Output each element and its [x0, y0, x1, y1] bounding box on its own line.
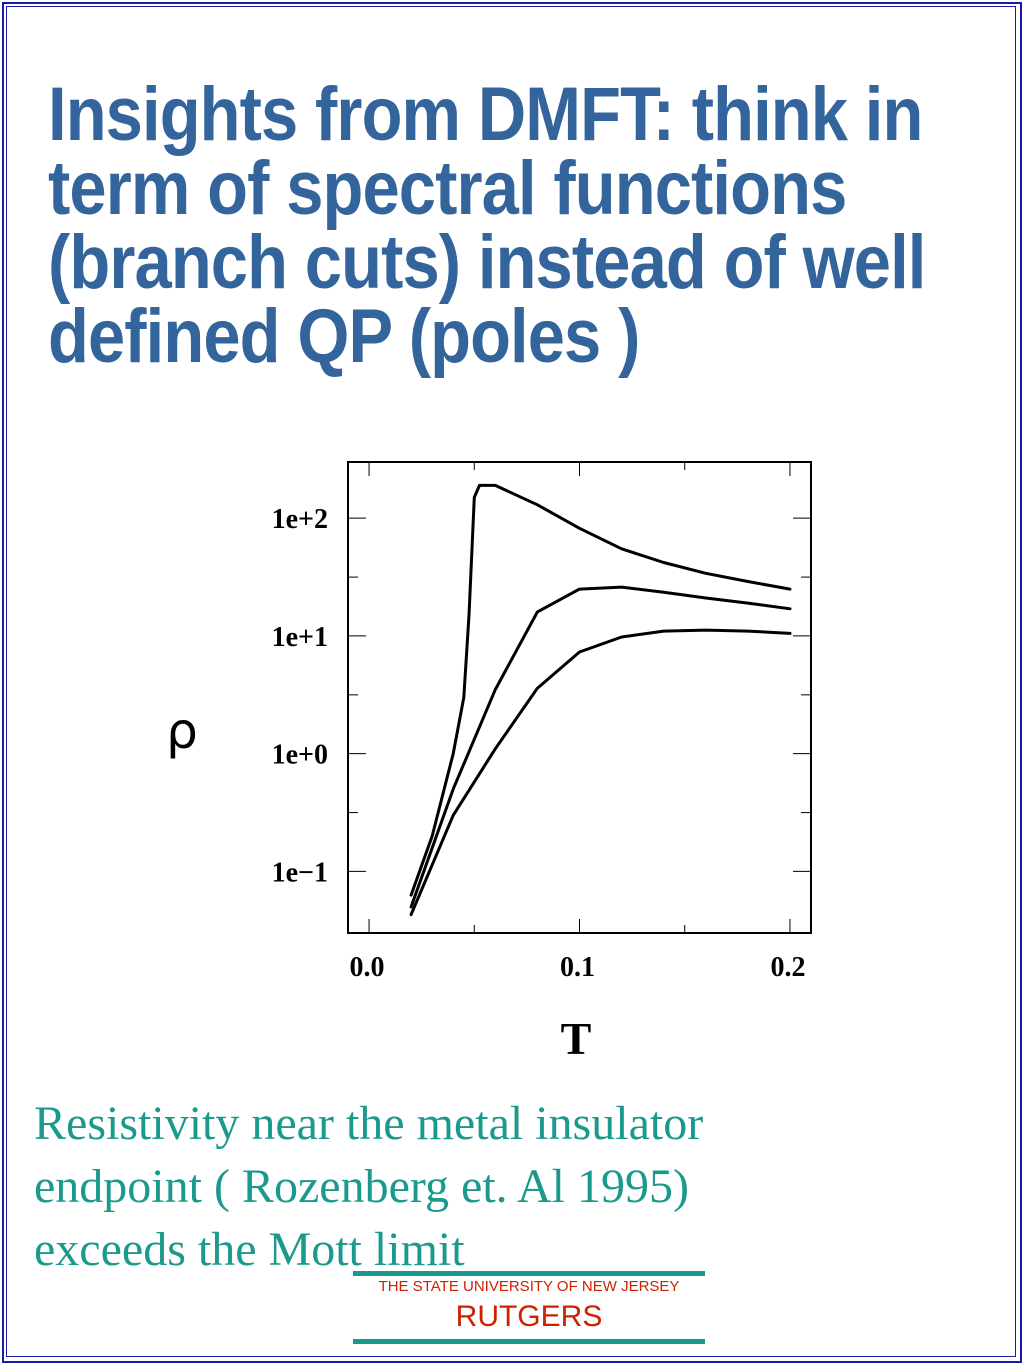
- title-line-3: (branch cuts) instead of well: [48, 220, 926, 305]
- series-line-2: [409, 585, 792, 909]
- caption-line-3: exceeds the Mott limit: [34, 1223, 465, 1276]
- resistivity-chart: 0.0 0.1 0.2 1e+2 1e+1 1e+0 1e−1 Tρ: [166, 461, 812, 1064]
- university-subtitle: THE STATE UNIVERSITY OF NEW JERSEY: [378, 1278, 680, 1295]
- footer-top-rule: [353, 1271, 705, 1276]
- university-name: RUTGERS: [455, 1300, 603, 1333]
- y-axis-label: ρ: [166, 702, 198, 760]
- x-axis-label: T: [561, 1013, 592, 1064]
- title-line-4: defined QP (poles ): [48, 294, 640, 379]
- y-tick-label: 1e+1: [272, 622, 328, 653]
- y-tick-label: 1e−1: [272, 857, 328, 888]
- y-tick-label: 1e+2: [272, 504, 328, 535]
- slide-title: Insights from DMFT: think in term of spe…: [48, 72, 926, 379]
- title-line-2: term of spectral functions: [48, 146, 847, 231]
- x-tick-label: 0.1: [560, 952, 595, 983]
- x-tick-label: 0.0: [350, 952, 385, 983]
- title-line-1: Insights from DMFT: think in: [48, 72, 923, 157]
- series-line-1: [409, 483, 792, 897]
- caption-line-1: Resistivity near the metal insulator: [34, 1097, 704, 1150]
- series-line-3: [409, 628, 792, 917]
- footer-bottom-rule: [353, 1339, 705, 1344]
- x-tick-label: 0.2: [770, 952, 805, 983]
- caption: Resistivity near the metal insulator end…: [34, 1092, 834, 1281]
- slide-inner-frame: [6, 6, 1016, 1357]
- caption-line-2: endpoint ( Rozenberg et. Al 1995): [34, 1160, 689, 1213]
- y-tick-label: 1e+0: [272, 740, 328, 771]
- plot-frame: [347, 461, 812, 934]
